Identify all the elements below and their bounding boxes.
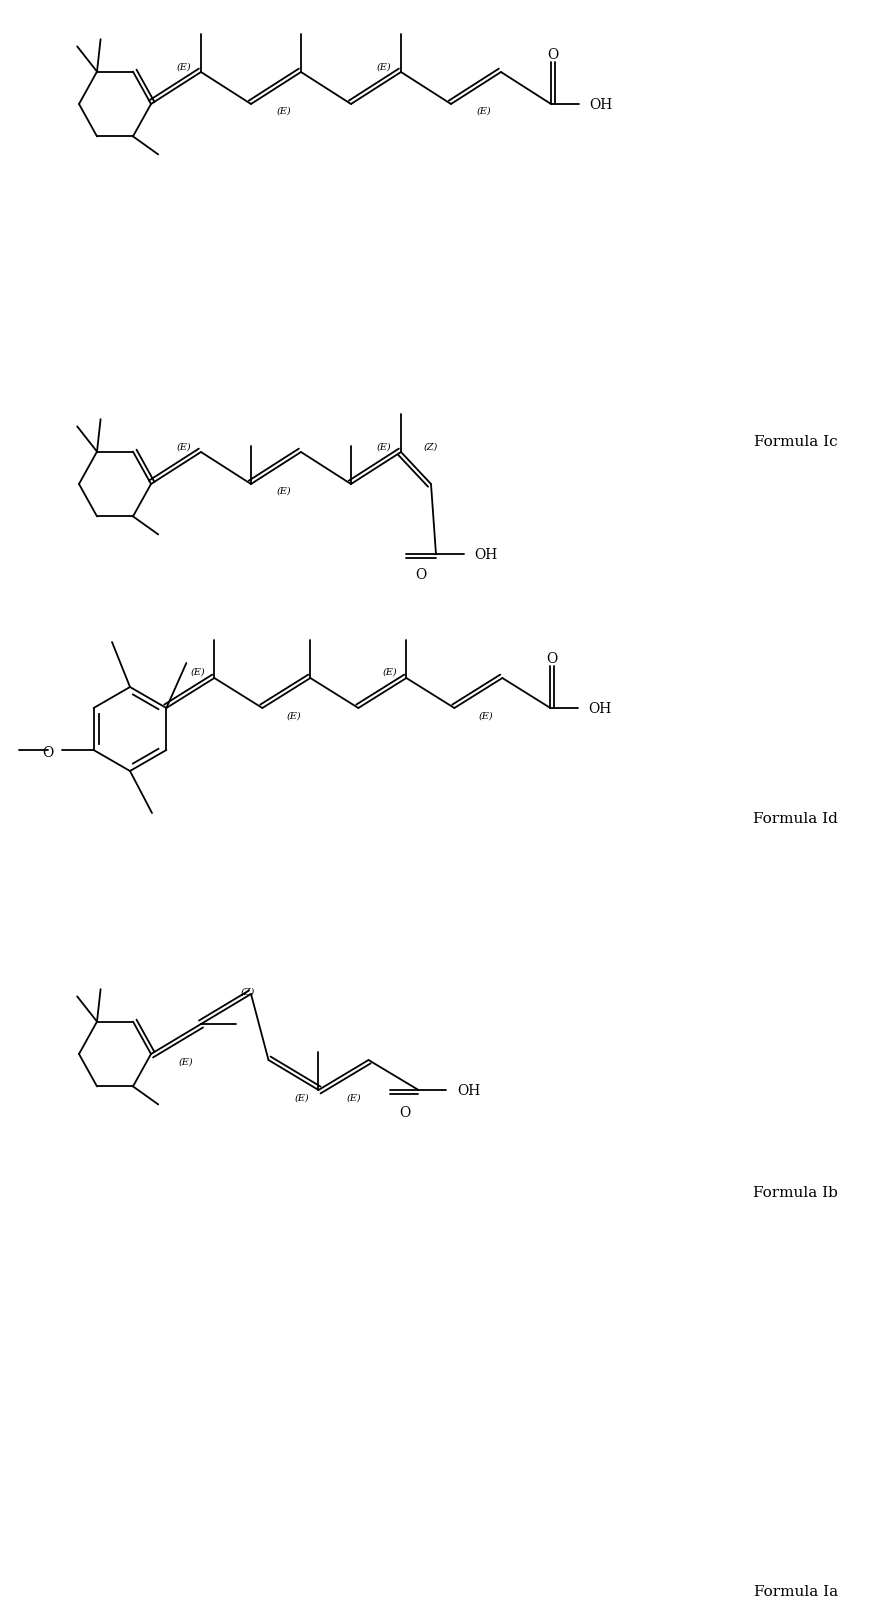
Text: Formula Ic: Formula Ic [754,435,838,450]
Text: (E): (E) [347,1092,361,1102]
Text: O: O [416,568,427,583]
Text: O: O [546,651,558,665]
Text: Formula Ib: Formula Ib [753,1185,838,1199]
Text: (Z): (Z) [424,441,438,451]
Text: (E): (E) [376,62,391,71]
Text: (E): (E) [383,667,398,677]
Text: (E): (E) [294,1092,309,1102]
Text: (E): (E) [376,441,391,451]
Text: O: O [547,49,559,62]
Text: O: O [399,1105,410,1120]
Text: (E): (E) [479,711,494,721]
Text: (E): (E) [277,487,292,495]
Text: (E): (E) [277,107,292,115]
Text: (E): (E) [477,107,491,115]
Text: (E): (E) [176,441,191,451]
Text: O: O [43,745,53,760]
Text: OH: OH [589,97,613,112]
Text: (E): (E) [287,711,302,721]
Text: (E): (E) [179,1057,193,1066]
Text: (E): (E) [176,62,191,71]
Text: Formula Ia: Formula Ia [754,1584,838,1599]
Text: Formula Id: Formula Id [753,812,838,826]
Text: (Z): (Z) [241,987,255,997]
Text: OH: OH [588,701,612,716]
Text: OH: OH [474,549,498,562]
Text: (E): (E) [191,667,206,677]
Text: OH: OH [457,1083,480,1097]
